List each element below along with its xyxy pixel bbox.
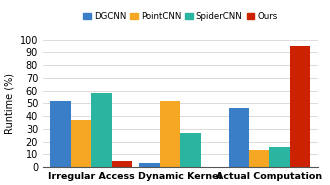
Legend: DGCNN, PointCNN, SpiderCNN, Ours: DGCNN, PointCNN, SpiderCNN, Ours [80,9,281,24]
Bar [249,150,269,167]
Bar [160,101,180,167]
Y-axis label: Runtime (%): Runtime (%) [4,73,14,134]
Bar [290,46,310,167]
Bar [269,147,290,167]
Bar [140,163,160,167]
Bar [180,133,201,167]
Bar [112,161,132,167]
Bar [91,93,112,167]
Bar [71,120,91,167]
Bar [50,101,71,167]
Bar [229,108,249,167]
